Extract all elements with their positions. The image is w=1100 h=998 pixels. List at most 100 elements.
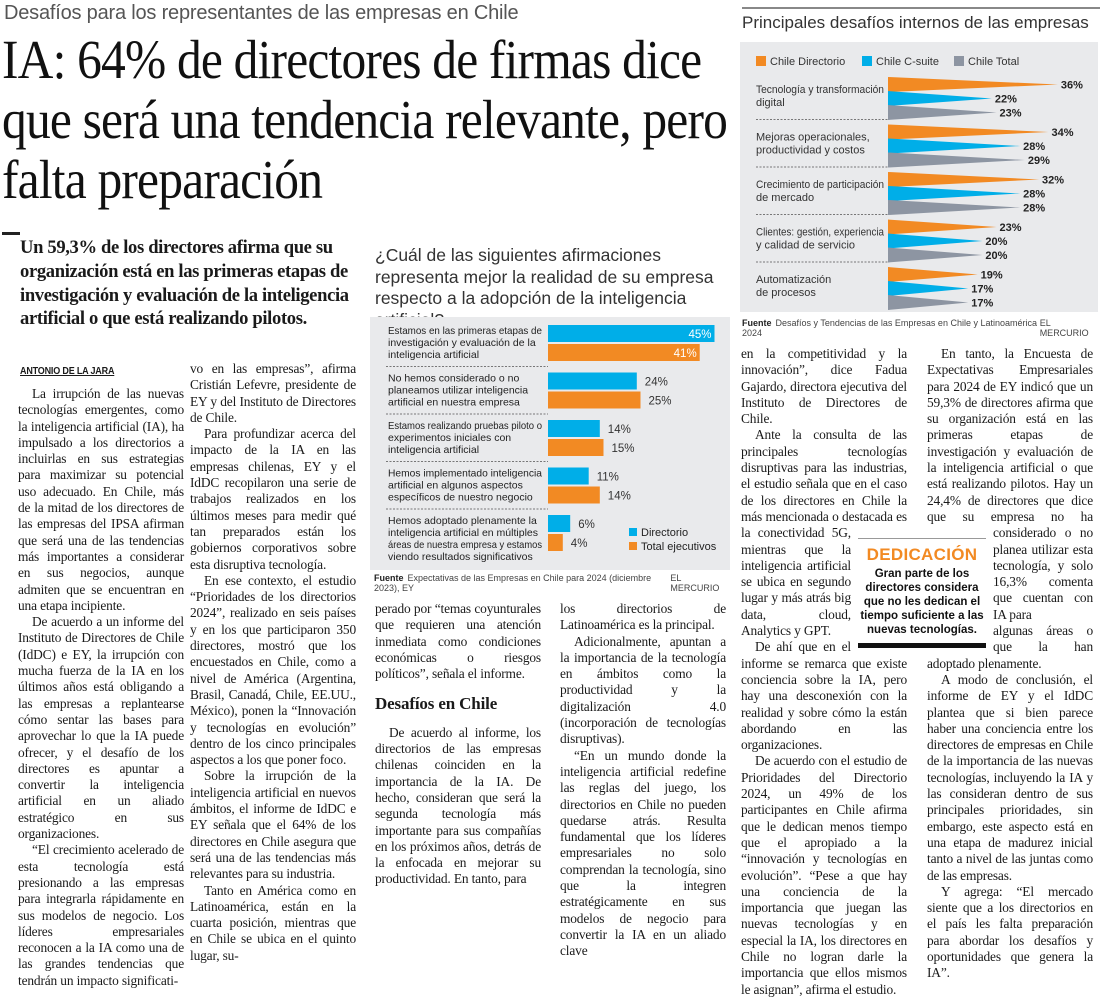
value-label: 4%	[571, 538, 588, 550]
brand: EL MERCURIO	[670, 573, 720, 593]
category-label: Mejoras operacionales,	[756, 132, 870, 144]
lead-paragraph: Un 59,3% de los directores afirma que su…	[20, 237, 349, 330]
article-column-3: perado por “temas coyunturales que requi…	[375, 601, 541, 888]
value-label: 45%	[688, 329, 711, 341]
category-label: de mercado	[756, 192, 814, 204]
category-label: específicos de nuestro negocio	[388, 492, 533, 504]
source-text: Expectativas de las Empresas en Chile pa…	[374, 573, 652, 593]
triangle-bar	[888, 200, 1021, 215]
bar	[548, 372, 637, 390]
paragraph: Ante la consulta de las principales tecn…	[741, 427, 907, 639]
paragraph: Y agrega: “El mercado siente que a los d…	[927, 883, 1093, 981]
value-label: 36%	[1061, 80, 1083, 92]
value-label: 25%	[649, 396, 672, 408]
byline: ANTONIO DE LA JARA	[20, 366, 115, 377]
paragraph: algunas áreas o que la han adoptado plen…	[927, 623, 1093, 671]
category-label: inteligencia artificial	[388, 349, 479, 361]
value-label: 15%	[612, 443, 635, 455]
paragraph: De acuerdo al informe, los directorios d…	[375, 724, 541, 887]
legend-swatch	[629, 542, 637, 550]
triangle-bar	[888, 172, 1040, 187]
source-label: Fuente	[374, 573, 404, 583]
legend-label: Chile Directorio	[770, 56, 845, 68]
legend-label: Total ejecutivos	[641, 541, 717, 553]
triangle-bar	[888, 152, 1025, 168]
legend-swatch	[629, 528, 637, 536]
paragraph: Sobre la irrupción de la inteligencia ar…	[190, 768, 356, 882]
value-label: 22%	[995, 94, 1017, 106]
paragraph: Para profundizar acerca del impacto de l…	[190, 426, 356, 572]
category-label: No hemos considerado o no	[388, 373, 519, 385]
challenges-chart: Chile Directorio Chile C-suite Chile Total…	[740, 42, 1098, 312]
category-label: investigación y evaluación de la	[388, 337, 536, 349]
value-label: 29%	[1028, 155, 1050, 167]
value-label: 34%	[1051, 127, 1073, 139]
triangle-bar	[888, 186, 1021, 201]
paragraph: los directorios de Latinoamérica es la p…	[560, 601, 726, 633]
paragraph: De acuerdo con el estudio de Prioridades…	[741, 753, 907, 997]
category-label: Clientes: gestión, experiencia	[756, 227, 885, 239]
value-label: 32%	[1042, 175, 1064, 187]
paragraph: perado por “temas coyunturales que requi…	[375, 601, 541, 682]
bar	[548, 420, 600, 437]
chart-source: Fuente Desafíos y Tendencias de las Empre…	[742, 318, 1098, 338]
paragraph: Adicionalmente, apuntan a la importancia…	[560, 633, 726, 747]
kicker: Desafíos para los representantes de las …	[4, 2, 519, 24]
category-label: artificial en nuestra empresa	[388, 397, 520, 409]
paragraph: en la competitividad y la innovación”, d…	[741, 346, 907, 427]
category-label: Crecimiento de participación	[756, 179, 884, 191]
category-label: artificial en algunos aspectos	[388, 480, 523, 492]
sidebar-title: DEDICACIÓN	[866, 545, 978, 564]
value-label: 17%	[971, 284, 993, 296]
legend-label: Directorio	[641, 527, 688, 539]
headline-container: IA: 64% de directores de firmas dice que…	[2, 30, 740, 215]
value-label: 19%	[981, 270, 1003, 282]
triangle-bar	[888, 247, 983, 263]
bar	[548, 325, 715, 342]
triangle-bar	[888, 91, 992, 106]
triangle-bar	[888, 281, 969, 296]
sidebar-rule	[858, 643, 986, 648]
category-label: productividad y costos	[756, 145, 865, 157]
category-label: planeamos utilizar inteligencia	[388, 385, 528, 397]
bar	[548, 391, 641, 409]
bar	[548, 534, 563, 551]
source-text: Desafíos y Tendencias de las Empresas en…	[742, 318, 1037, 338]
paragraph: “El crecimiento acelerado de esta tecnol…	[18, 842, 184, 988]
bar	[548, 486, 600, 504]
article-column-5: en la competitividad y la innovación”, d…	[741, 346, 907, 998]
paragraph: De acuerdo a un informe del Instituto de…	[18, 614, 184, 842]
value-label: 14%	[608, 424, 631, 436]
subheading: Desafíos en Chile	[375, 694, 498, 714]
category-label: inteligencia artificial en múltiples	[388, 527, 538, 539]
category-label: Automatización	[756, 274, 831, 286]
legend-swatch	[862, 56, 872, 66]
category-label: Estamos en las primeras etapas de	[388, 325, 542, 337]
bar	[548, 467, 589, 485]
category-label: Hemos adoptado plenamente la	[388, 515, 537, 527]
source-label: Fuente	[742, 318, 772, 328]
sidebar-callout: DEDICACIÓN Gran parte de los directores …	[858, 538, 986, 648]
category-label: Estamos realizando pruebas piloto o	[388, 420, 542, 432]
value-label: 28%	[1023, 203, 1045, 215]
bar	[548, 439, 604, 456]
value-label: 6%	[578, 519, 595, 531]
category-label: de procesos	[756, 287, 816, 299]
adoption-chart-svg: Estamos en las primeras etapas deinvesti…	[386, 325, 717, 563]
paragraph: “En un mundo donde la inteligencia artif…	[560, 747, 726, 959]
category-label: viendo resultados significativos	[388, 551, 533, 563]
triangle-bar	[888, 77, 1058, 92]
paragraph: En tanto, la Encuesta de Expectativas Em…	[927, 346, 1093, 622]
triangle-bar	[888, 138, 1021, 154]
category-label: experimentos iniciales con	[388, 432, 511, 444]
category-label: Tecnología y transformación	[756, 84, 884, 96]
bar	[548, 515, 571, 532]
sidebar-text: Gran parte de los directores considera q…	[860, 568, 984, 636]
paragraph: vo en las empresas”, afirma Cristián Lef…	[190, 361, 356, 425]
value-label: 28%	[1023, 189, 1045, 201]
legend-swatch	[756, 56, 766, 66]
legend-swatch	[954, 56, 964, 66]
paragraph: De ahí que en el informe se remarca que …	[741, 639, 907, 753]
category-label: áreas de nuestra empresa y estamos	[388, 539, 542, 551]
article-column-6: En tanto, la Encuesta de Expectativas Em…	[927, 346, 1093, 982]
